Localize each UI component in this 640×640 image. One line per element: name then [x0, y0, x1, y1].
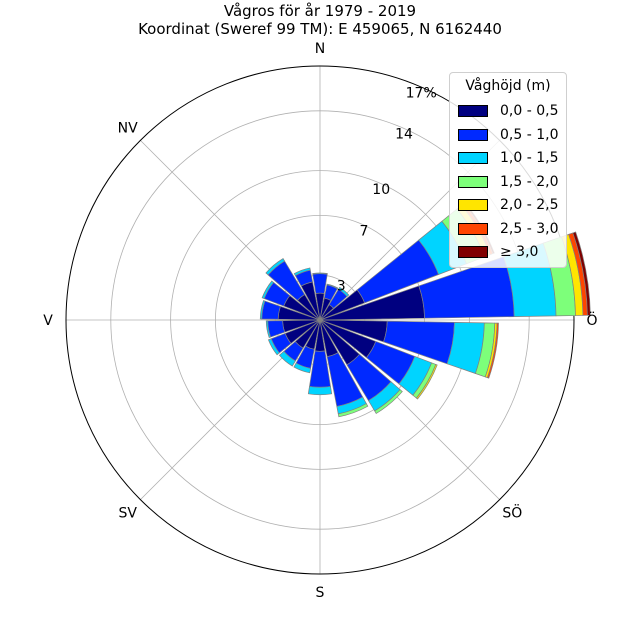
legend-item: 2,5 - 3,0: [458, 219, 558, 239]
legend-item: 2,0 - 2,5: [458, 195, 558, 215]
rose-bar-segment: [307, 386, 333, 396]
rose-bar-segment: [415, 363, 438, 400]
legend-label: 2,0 - 2,5: [500, 197, 559, 213]
rose-bar-segment: [278, 350, 296, 367]
rose-bar-segment: [265, 258, 286, 276]
chart-title: Vågros för år 1979 - 2019: [223, 2, 417, 20]
rose-bar-segment: [261, 280, 275, 300]
legend-swatch: [458, 246, 488, 258]
radial-tick-label: 17%: [406, 85, 437, 101]
label-layer: 3 7 10 14 17% N NV V SV S SÖ Ö: [43, 41, 597, 601]
legend-label: 0,5 - 1,0: [500, 126, 559, 143]
direction-label: SV: [118, 505, 137, 521]
legend: Våghöjd (m) 0,0 - 0,5 0,5 - 1,0 1,0 - 1,5 1…: [449, 72, 567, 268]
legend-swatch: [458, 128, 488, 141]
radial-tick-label: 7: [360, 223, 369, 239]
legend-label: 1,0 - 1,5: [500, 150, 559, 166]
chart-subtitle: Koordinat (Sweref 99 TM): E 459065, N 61…: [138, 20, 502, 38]
rose-bar-segment: [486, 322, 499, 379]
radial-tick-label: 3: [337, 279, 346, 295]
legend-item: 0,5 - 1,0: [458, 125, 558, 145]
direction-label: N: [315, 41, 325, 57]
rose-bar-segment: [326, 283, 339, 290]
rose-bar-segment: [312, 272, 328, 275]
rose-bar-segment: [293, 362, 311, 374]
legend-item: 1,5 - 2,0: [458, 172, 558, 192]
legend-swatch: [458, 105, 488, 117]
direction-label: Ö: [586, 311, 597, 329]
radial-tick-label: 14: [395, 127, 413, 143]
grid-circle: [110, 110, 530, 530]
rose-bar-segment: [265, 320, 271, 338]
direction-label: S: [316, 585, 325, 601]
legend-label: 1,5 - 2,0: [500, 173, 559, 190]
grid-circle: [214, 214, 425, 425]
legend-label: ≥ 3,0: [500, 244, 539, 260]
legend-item: ≥ 3,0: [458, 242, 538, 262]
legend-label: 0,0 - 0,5: [500, 103, 559, 119]
rose-bar-segment: [312, 273, 328, 294]
direction-label: SÖ: [502, 503, 522, 521]
radial-tick-label: 10: [372, 182, 390, 198]
rose-bar-segment: [337, 403, 369, 418]
rose-bar-segment: [293, 267, 311, 277]
legend-item: 0,0 - 0,5: [458, 101, 558, 121]
legend-swatch: [458, 199, 488, 211]
grid-circle: [170, 170, 470, 470]
legend-swatch: [458, 175, 488, 188]
legend-title: Våghöjd (m): [465, 78, 551, 94]
rose-bar-segment: [337, 286, 350, 297]
legend-swatch: [458, 152, 488, 164]
legend-swatch: [458, 222, 488, 235]
legend-item: 1,0 - 1,5: [458, 148, 558, 168]
direction-label: V: [43, 313, 53, 329]
direction-label: NV: [118, 121, 138, 137]
polar-frame: [65, 65, 575, 575]
rose-bar-segment: [572, 231, 591, 316]
legend-label: 2,5 - 3,0: [500, 220, 559, 237]
rose-bar-segment: [259, 300, 266, 320]
rose-bar-segment: [374, 389, 403, 414]
rose-bar-segment: [267, 338, 280, 356]
